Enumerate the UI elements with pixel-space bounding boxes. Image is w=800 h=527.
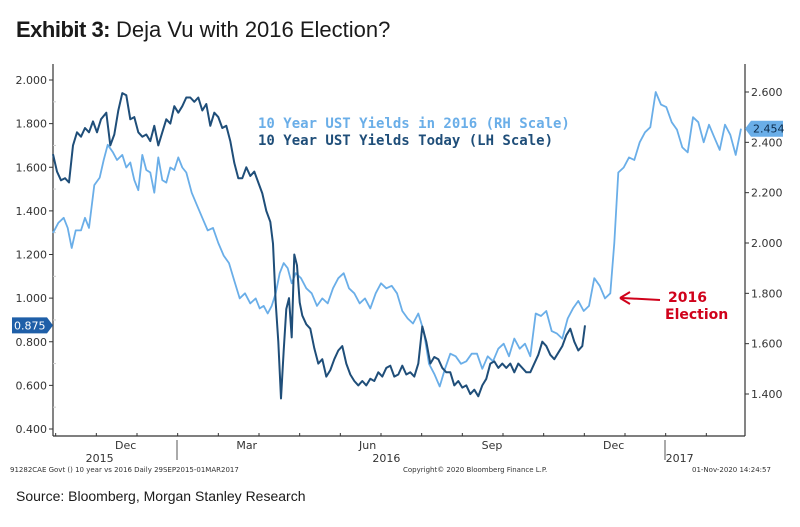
left-tick-label: 0.400 (16, 423, 48, 436)
source-note: Source: Bloomberg, Morgan Stanley Resear… (16, 488, 306, 504)
footer-ticker: 91282CAE Govt () 10 year vs 2016 Daily 2… (10, 466, 239, 474)
right-tick-label: 1.400 (751, 388, 783, 401)
legend: 10 Year UST Yields in 2016 (RH Scale) 10… (258, 116, 570, 149)
left-tick-label: 1.200 (16, 249, 48, 262)
x-year-label: 2016 (372, 452, 400, 465)
x-tick-label: Sep (482, 439, 503, 452)
series-line-2016 (52, 91, 742, 388)
left-axis-ticks: 2.000 1.800 1.600 1.400 1.200 1.000 0.800 0.600… (16, 74, 56, 436)
footer-timestamp: 01-Nov-2020 14:24:57 (692, 466, 771, 474)
footer-copyright: Copyright© 2020 Bloomberg Finance L.P. (403, 466, 547, 474)
left-tick-label: 0.800 (16, 336, 48, 349)
right-last-value-label: 2.454 (753, 123, 785, 136)
x-tick-label: Mar (236, 439, 257, 452)
left-tick-label: 2.000 (16, 74, 48, 87)
left-last-value-badge (12, 317, 53, 334)
annotation-line2: Election (665, 307, 728, 323)
yield-chart: 2.000 1.800 1.600 1.400 1.200 1.000 0.800 0.600… (10, 64, 785, 474)
annotation-line1: 2016 (668, 290, 707, 306)
x-tick-label: Jun (358, 439, 376, 452)
right-tick-label: 2.000 (751, 237, 783, 250)
left-tick-label: 1.400 (16, 205, 48, 218)
last-value-badges: 0.875 2.454 (12, 120, 785, 334)
legend-entry-2016: 10 Year UST Yields in 2016 (RH Scale) (258, 116, 570, 132)
right-tick-label: 2.400 (751, 136, 783, 149)
right-tick-label: 1.800 (751, 287, 783, 300)
x-year-label: 2017 (666, 452, 694, 465)
right-last-value-badge (745, 120, 783, 137)
series-group (52, 91, 742, 400)
arrow-head-icon (619, 291, 631, 305)
x-tick-label: Dec (115, 439, 136, 452)
x-year-label: 2015 (86, 452, 114, 465)
election-annotation: 2016 Election (619, 290, 728, 323)
left-tick-label: 1.600 (16, 161, 48, 174)
left-tick-label: 1.000 (16, 292, 48, 305)
legend-entry-today: 10 Year UST Yields Today (LH Scale) (258, 133, 553, 149)
series-line-today (52, 92, 586, 400)
left-tick-label: 0.600 (16, 379, 48, 392)
right-tick-label: 1.600 (751, 338, 783, 351)
exhibit-heading: Deja Vu with 2016 Election? (116, 17, 391, 42)
right-tick-label: 2.600 (751, 86, 783, 99)
left-tick-label: 1.800 (16, 118, 48, 131)
exhibit-number: Exhibit 3: (16, 17, 111, 42)
x-tick-label: Dec (603, 439, 624, 452)
election-arrow (621, 297, 661, 301)
right-axis-ticks: 2.600 2.400 2.200 2.000 1.800 1.600 1.400 (745, 86, 783, 401)
right-tick-label: 2.200 (751, 187, 783, 200)
axes (52, 64, 746, 437)
exhibit-title: Exhibit 3: Deja Vu with 2016 Election? (16, 17, 390, 43)
left-last-value-label: 0.875 (14, 319, 46, 332)
